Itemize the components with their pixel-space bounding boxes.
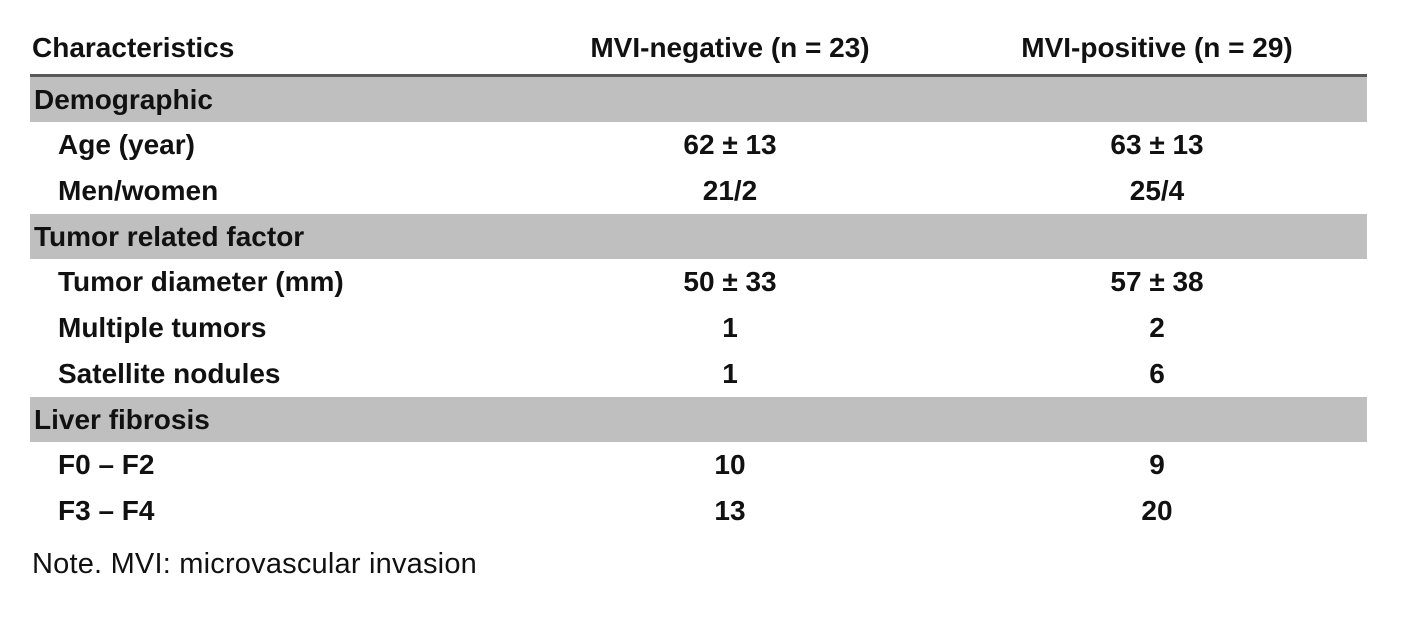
table-row-multiple-tumors: Multiple tumors 1 2 — [30, 305, 1367, 351]
mvi-negative-value: 21/2 — [702, 175, 758, 206]
mvi-positive-value: 9 — [1149, 449, 1165, 480]
section-header-liver-fibrosis: Liver fibrosis — [30, 397, 1367, 442]
mvi-negative-value: 13 — [714, 495, 746, 526]
table-row-tumor-diameter: Tumor diameter (mm) 50 ± 33 57 ± 38 — [30, 259, 1367, 305]
mvi-positive-value: 57 ± 38 — [1110, 266, 1204, 297]
section-header-label: Demographic — [30, 75, 1367, 122]
row-label: F3 – F4 — [58, 495, 155, 526]
section-header-label: Tumor related factor — [30, 214, 1367, 259]
column-header-characteristics: Characteristics — [30, 22, 513, 77]
table-row-age: Age (year) 62 ± 13 63 ± 13 — [30, 122, 1367, 168]
column-header-mvi-positive: MVI-positive (n = 29) — [947, 22, 1367, 77]
mvi-negative-value: 1 — [722, 312, 738, 343]
table-header-row: Characteristics MVI-negative (n = 23) MV… — [30, 22, 1367, 77]
mvi-positive-value: 25/4 — [1129, 175, 1185, 206]
column-header-mvi-negative: MVI-negative (n = 23) — [513, 22, 947, 77]
mvi-positive-value: 6 — [1149, 358, 1165, 389]
table-row-men-women: Men/women 21/2 25/4 — [30, 168, 1367, 214]
section-header-label: Liver fibrosis — [30, 397, 1367, 442]
mvi-negative-value: 62 ± 13 — [683, 129, 777, 160]
mvi-negative-value: 50 ± 33 — [683, 266, 777, 297]
mvi-positive-value: 2 — [1149, 312, 1165, 343]
row-label: Age (year) — [58, 129, 195, 160]
table-row-f3-f4: F3 – F4 13 20 — [30, 488, 1367, 534]
table-note: Note. MVI: microvascular invasion — [32, 548, 477, 580]
section-header-demographic: Demographic — [30, 75, 1367, 122]
row-label: Multiple tumors — [58, 312, 267, 343]
mvi-negative-value: 1 — [722, 358, 738, 389]
section-header-tumor-related-factor: Tumor related factor — [30, 214, 1367, 259]
mvi-negative-value: 10 — [714, 449, 746, 480]
row-label: F0 – F2 — [58, 449, 155, 480]
row-label: Men/women — [58, 175, 219, 206]
patient-characteristics-table: Characteristics MVI-negative (n = 23) MV… — [30, 22, 1367, 534]
table-row-f0-f2: F0 – F2 10 9 — [30, 442, 1367, 488]
row-label: Satellite nodules — [58, 358, 281, 389]
mvi-positive-value: 63 ± 13 — [1110, 129, 1204, 160]
mvi-positive-value: 20 — [1141, 495, 1173, 526]
row-label: Tumor diameter (mm) — [58, 266, 344, 297]
table-row-satellite-nodules: Satellite nodules 1 6 — [30, 351, 1367, 397]
